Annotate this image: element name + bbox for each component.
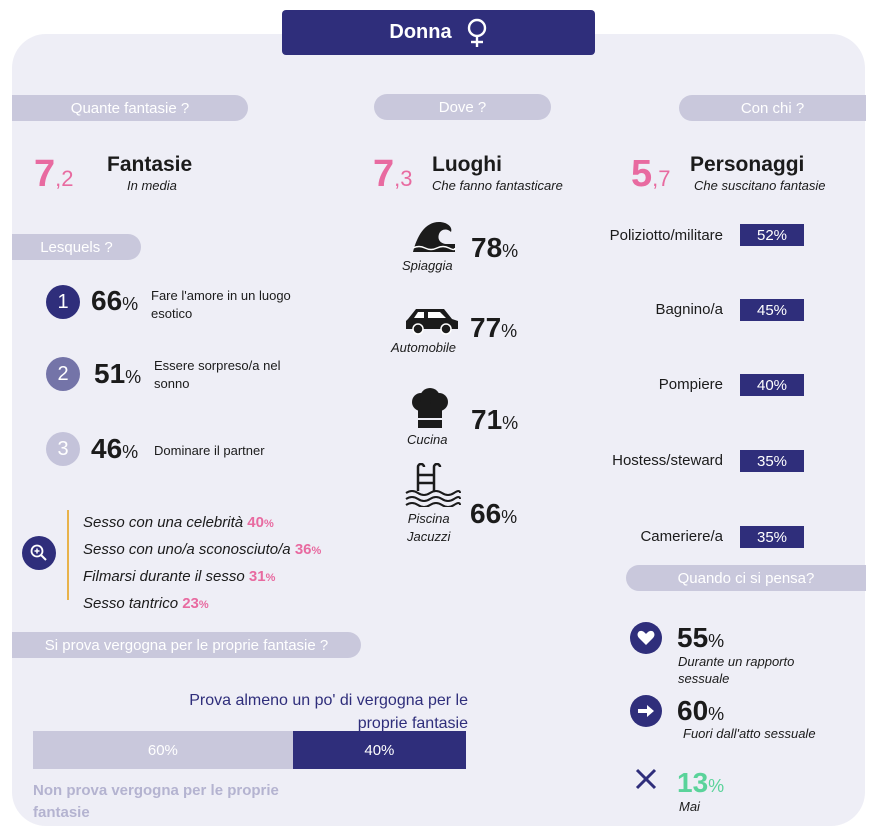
- character-value: 35%: [740, 450, 804, 472]
- character-name: Pompiere: [658, 376, 723, 393]
- when-label-outside: Fuori dall'atto sessuale: [683, 726, 816, 741]
- character-name: Bagnino/a: [655, 301, 723, 318]
- divider-line: [67, 510, 69, 600]
- place-label-automobile: Automobile: [391, 340, 457, 355]
- place-value-automobile: 77%: [470, 312, 518, 343]
- top-fantasy-1-text: Fare l'amore in un luogo esotico: [151, 288, 291, 321]
- character-value: 35%: [740, 526, 804, 548]
- top-fantasy-1-value: 66%: [91, 285, 139, 316]
- fantasies-title: Fantasie: [107, 153, 193, 176]
- heart-icon: [630, 622, 662, 654]
- cross-icon: [635, 768, 657, 790]
- places-average: 7,3: [373, 153, 413, 195]
- list-item: Filmarsi durante il sesso 31%: [83, 568, 276, 585]
- content-card: [12, 34, 865, 826]
- list-item: Sesso tantrico 23%: [83, 595, 209, 612]
- chef-hat-icon: [412, 388, 448, 428]
- section-how-many: Quante fantasie ?: [12, 95, 248, 121]
- car-icon: [406, 309, 458, 335]
- header-title: Donna: [389, 21, 452, 43]
- character-name: Poliziotto/militare: [609, 227, 723, 244]
- place-value-cucina: 71%: [471, 404, 519, 435]
- place-label-cucina: Cucina: [407, 432, 448, 447]
- place-label-piscina: Piscina Jacuzzi: [407, 511, 451, 544]
- top-fantasy-2-value: 51%: [94, 358, 142, 389]
- top-fantasy-3-text: Dominare il partner: [154, 443, 265, 458]
- when-value-never: 13%: [677, 767, 725, 798]
- place-label-spiaggia: Spiaggia: [402, 258, 453, 273]
- character-value: 45%: [740, 299, 804, 321]
- places-subtitle: Che fanno fantasticare: [432, 178, 563, 193]
- rank-badge-3: 3: [46, 432, 80, 466]
- other-fantasies-list: Sesso con una celebrità 40% Sesso con un…: [83, 510, 321, 618]
- section-with-whom: Con chi ?: [679, 95, 866, 121]
- places-title: Luoghi: [432, 153, 502, 176]
- shame-yes-label: Prova almeno un po' di vergogna per le p…: [189, 692, 468, 732]
- when-value-during: 55%: [677, 622, 725, 653]
- fantasies-average: 7,2: [34, 153, 74, 195]
- characters-average: 5,7: [631, 153, 671, 195]
- section-where: Dove ?: [374, 94, 551, 120]
- character-name: Cameriere/a: [640, 528, 723, 545]
- character-value: 40%: [740, 374, 804, 396]
- wave-icon: [412, 222, 456, 252]
- character-name: Hostess/steward: [612, 452, 723, 469]
- when-label-during: Durante un rapporto sessuale: [678, 654, 795, 686]
- characters-title: Personaggi: [690, 153, 805, 176]
- list-item: Sesso con una celebrità 40%: [83, 514, 274, 531]
- place-value-piscina: 66%: [470, 498, 518, 529]
- section-shame: Si prova vergogna per le proprie fantasi…: [12, 632, 361, 658]
- section-when: Quando ci si pensa?: [626, 565, 866, 591]
- female-symbol-icon: [467, 18, 486, 47]
- top-fantasy-3-value: 46%: [91, 433, 139, 464]
- list-item: Sesso con uno/a sconosciuto/a 36%: [83, 541, 322, 558]
- pool-icon: [405, 463, 461, 507]
- arrow-right-icon: [630, 695, 662, 727]
- rank-badge-1: 1: [46, 285, 80, 319]
- shame-no-segment: 60%: [33, 731, 293, 769]
- shame-yes-segment: 40%: [292, 731, 466, 769]
- rank-badge-2: 2: [46, 357, 80, 391]
- fantasies-subtitle: In media: [127, 178, 177, 193]
- zoom-in-icon: [22, 536, 56, 570]
- when-label-never: Mai: [679, 799, 700, 814]
- character-value: 52%: [740, 224, 804, 246]
- characters-subtitle: Che suscitano fantasie: [694, 178, 826, 193]
- shame-no-label: Non prova vergogna per le proprie fantas…: [33, 782, 279, 821]
- section-which: Lesquels ?: [12, 234, 141, 260]
- shame-bar: 60% 40%: [33, 731, 466, 769]
- header-bar: Donna: [282, 10, 595, 55]
- place-value-spiaggia: 78%: [471, 232, 519, 263]
- top-fantasy-2-text: Essere sorpreso/a nel sonno: [154, 358, 281, 391]
- when-value-outside: 60%: [677, 695, 725, 726]
